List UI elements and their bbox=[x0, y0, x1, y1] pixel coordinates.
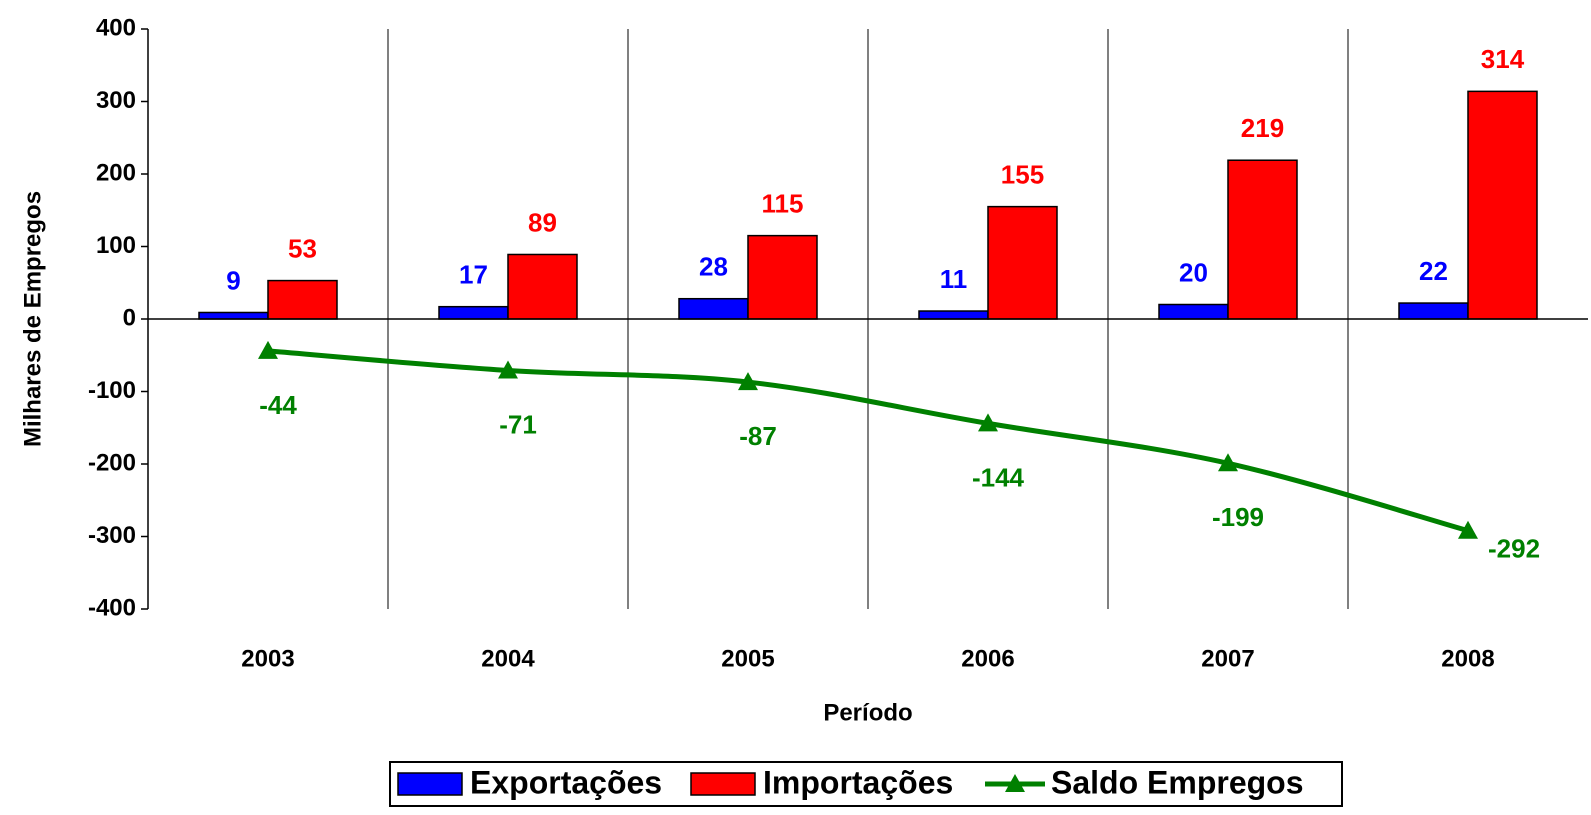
y-tick-label: -200 bbox=[88, 449, 136, 476]
y-tick-label: -100 bbox=[88, 377, 136, 404]
data-label: 155 bbox=[1001, 160, 1044, 190]
y-tick-label: -300 bbox=[88, 522, 136, 549]
data-label: 28 bbox=[699, 252, 728, 282]
y-axis-label: Milhares de Empregos bbox=[19, 191, 46, 447]
bar bbox=[1158, 303, 1229, 320]
legend bbox=[389, 761, 1343, 807]
data-label: 219 bbox=[1241, 113, 1284, 143]
data-label: -144 bbox=[972, 462, 1025, 492]
marker bbox=[1218, 453, 1238, 472]
data-label: 22 bbox=[1419, 256, 1448, 286]
y-tick-label: 300 bbox=[96, 87, 136, 114]
data-label: -71 bbox=[499, 409, 537, 439]
bar bbox=[507, 253, 578, 320]
x-tick-label: 2005 bbox=[721, 645, 774, 672]
bar bbox=[678, 297, 749, 320]
data-label: -292 bbox=[1488, 534, 1540, 564]
bar bbox=[198, 311, 269, 320]
legend-swatch bbox=[690, 772, 756, 796]
marker bbox=[1458, 520, 1478, 539]
marker bbox=[258, 340, 278, 359]
x-tick-label: 2003 bbox=[241, 645, 294, 672]
data-label: 11 bbox=[940, 264, 968, 294]
legend-label: Importações bbox=[763, 764, 953, 800]
data-label: -44 bbox=[259, 390, 297, 420]
bar bbox=[1467, 90, 1538, 320]
data-label: 89 bbox=[528, 207, 557, 237]
data-label: -199 bbox=[1212, 502, 1264, 532]
y-tick-label: 400 bbox=[96, 14, 136, 41]
legend-label: Exportações bbox=[470, 764, 662, 800]
legend-label: Saldo Empregos bbox=[1051, 764, 1304, 800]
marker bbox=[498, 360, 518, 379]
marker bbox=[738, 372, 758, 391]
bar bbox=[1227, 159, 1298, 320]
bar bbox=[438, 305, 509, 320]
marker bbox=[978, 413, 998, 432]
data-label: 17 bbox=[459, 260, 488, 290]
bar bbox=[987, 205, 1058, 320]
data-label: 53 bbox=[288, 233, 317, 263]
data-label: 9 bbox=[226, 265, 240, 295]
x-tick-label: 2007 bbox=[1201, 645, 1254, 672]
y-tick-label: 200 bbox=[96, 159, 136, 186]
bar bbox=[747, 234, 818, 320]
y-tick-label: 0 bbox=[123, 304, 136, 331]
bar bbox=[1398, 302, 1469, 320]
x-axis-label: Período bbox=[823, 699, 912, 726]
data-label: -87 bbox=[739, 421, 777, 451]
data-label: 314 bbox=[1481, 44, 1525, 74]
bar bbox=[267, 279, 338, 320]
x-tick-label: 2008 bbox=[1441, 645, 1494, 672]
x-tick-label: 2006 bbox=[961, 645, 1014, 672]
data-label: 115 bbox=[762, 189, 804, 219]
data-label: 20 bbox=[1179, 257, 1208, 287]
line bbox=[267, 348, 1469, 534]
bar bbox=[918, 310, 989, 320]
y-tick-label: 100 bbox=[96, 232, 136, 259]
legend-swatch bbox=[1005, 774, 1025, 792]
x-tick-label: 2004 bbox=[481, 645, 535, 672]
legend-swatch bbox=[397, 772, 463, 796]
y-tick-label: -400 bbox=[88, 594, 136, 621]
